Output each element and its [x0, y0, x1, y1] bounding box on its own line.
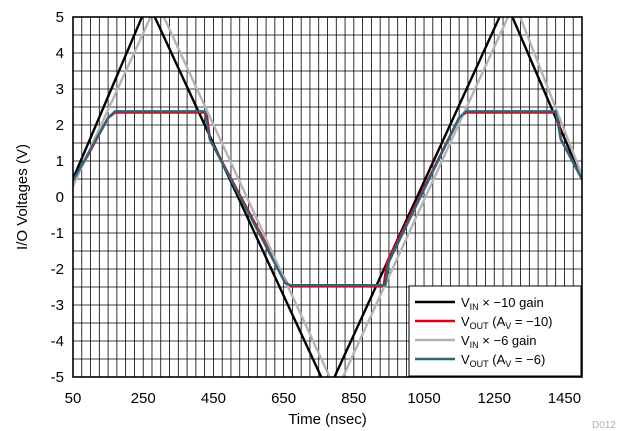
x-tick-label: 1050	[407, 390, 440, 407]
watermark-text: D012	[592, 420, 616, 431]
y-axis-label: I/O Voltages (V)	[14, 144, 31, 250]
series-line-4	[73, 110, 582, 287]
x-tick-label: 850	[341, 390, 366, 407]
x-tick-label: 650	[271, 390, 296, 407]
y-tick-label: 3	[56, 81, 64, 98]
x-axis-label: Time (nsec)	[288, 411, 367, 428]
plot-frame	[72, 16, 583, 378]
legend: VIN × −10 gain VOUT (AV = −10) VIN × −6 ga…	[408, 285, 582, 377]
legend-entry-label: VOUT (AV = −10)	[461, 314, 553, 331]
legend-entry-label: VIN × −6 gain	[461, 333, 537, 350]
series-layer	[73, 17, 582, 377]
y-tick-label: 5	[56, 9, 64, 26]
series-line-3	[73, 17, 582, 377]
x-tick-label: 50	[65, 390, 82, 407]
y-tick-label: 0	[56, 189, 64, 206]
x-axis-ticks: 50 250 450 650 850 1050 1250 1450	[65, 390, 581, 407]
y-tick-label: 4	[56, 45, 64, 62]
x-tick-label: 1450	[548, 390, 581, 407]
legend-entry-label: VIN × −10 gain	[461, 295, 544, 312]
x-tick-label: 1250	[478, 390, 511, 407]
y-tick-label: 1	[56, 153, 64, 170]
y-axis-ticks: -5 -4 -3 -2 -1 0 1 2 3 4 5	[51, 9, 64, 386]
legend-entry-label: VOUT (AV = −6)	[461, 352, 545, 369]
x-tick-label: 450	[201, 390, 226, 407]
y-tick-label: -2	[51, 261, 64, 278]
y-tick-label: -1	[51, 225, 64, 242]
y-tick-label: -3	[51, 297, 64, 314]
y-tick-label: -5	[51, 369, 64, 386]
y-tick-label: -4	[51, 333, 64, 350]
y-tick-label: 2	[56, 117, 64, 134]
series-line-1	[73, 17, 582, 377]
x-tick-label: 250	[131, 390, 156, 407]
